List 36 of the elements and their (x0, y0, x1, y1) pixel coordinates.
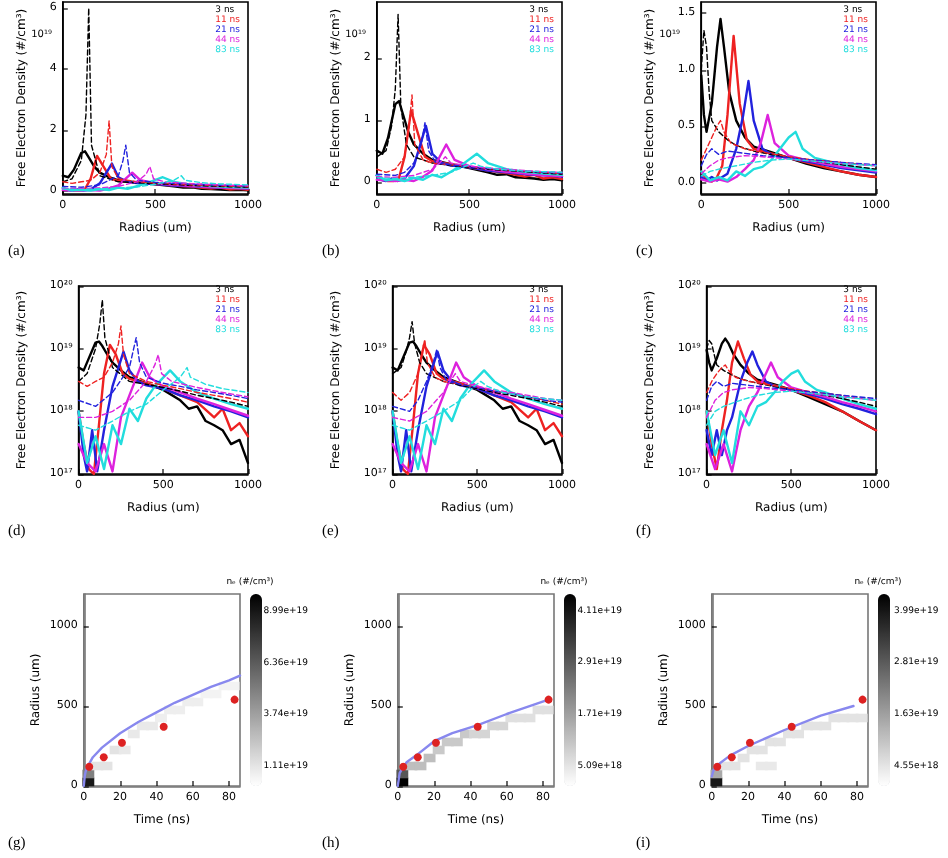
point (858, 695, 867, 704)
point (450, 737, 463, 747)
point (413, 753, 422, 762)
line-series (700, 79, 878, 182)
point (773, 737, 786, 747)
point (496, 721, 509, 731)
point (727, 753, 736, 762)
point (230, 695, 239, 704)
line-series (396, 698, 550, 788)
point (473, 722, 482, 731)
point (819, 721, 832, 731)
point (541, 705, 554, 715)
point (737, 753, 750, 763)
point (855, 713, 868, 723)
point (755, 745, 768, 755)
point (432, 745, 445, 755)
line-series (705, 350, 878, 457)
point (713, 762, 722, 771)
point (127, 729, 140, 739)
line-series (700, 113, 878, 183)
point (118, 745, 131, 755)
point (155, 713, 167, 723)
point (544, 695, 553, 704)
point (159, 722, 168, 731)
line-series (705, 340, 878, 471)
point (792, 729, 805, 739)
point (431, 738, 440, 747)
point (399, 762, 408, 771)
point (423, 753, 436, 763)
point (787, 722, 796, 731)
point (85, 762, 94, 771)
point (478, 729, 491, 739)
point (99, 753, 108, 762)
point (710, 777, 723, 787)
point (745, 738, 754, 747)
point (117, 738, 126, 747)
